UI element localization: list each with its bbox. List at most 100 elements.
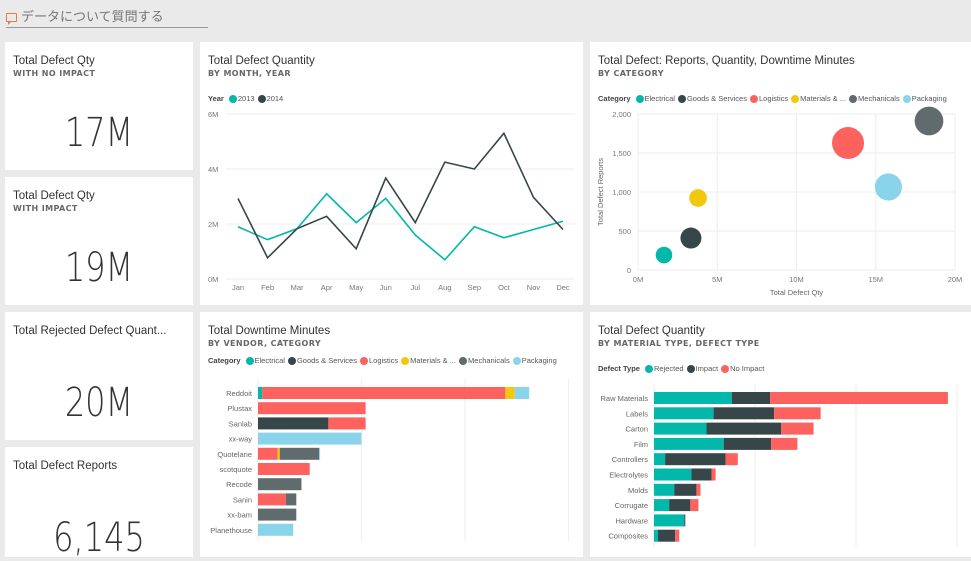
scatter-chart-tile[interactable]: Total Defect: Reports, Quantity, Downtim… [590, 42, 971, 305]
chart-legend: Category Electrical Goods & Services Logist… [598, 94, 950, 103]
data-point [532, 196, 535, 199]
legend-label: Materials & ... [410, 356, 457, 365]
legend-label: Packaging [911, 94, 947, 103]
legend-item[interactable]: Impact [686, 364, 718, 373]
legend-title: Category [208, 356, 241, 365]
line-chart: 0M 2M 4M 6M Jan Feb Mar Apr May Jun Jul Aug Sep Oct No… [208, 110, 575, 292]
legend-dot-icon [459, 356, 468, 365]
bar-segment-logistics [258, 402, 366, 415]
bar-segment-goods-services [258, 417, 329, 430]
category-label: Hardware [615, 516, 648, 525]
bar-segment-impact [691, 468, 712, 481]
x-tick-label: Aug [438, 283, 451, 292]
x-tick-label: Mar [291, 283, 304, 292]
y-tick-label: 1,500 [612, 149, 631, 158]
legend-item[interactable]: Mechanicals [459, 356, 510, 365]
legend-item[interactable]: Goods & Services [287, 356, 357, 365]
data-point [473, 168, 476, 171]
legend-item[interactable]: Rejected [644, 364, 684, 373]
category-label: Controllers [612, 455, 649, 464]
chart-legend: Year 2013 2014 [208, 94, 286, 103]
scatter-chart: 0 500 1,000 1,500 2,000 0M 5M 10M 15M 20M Total De… [596, 106, 962, 297]
x-tick-label: 10M [789, 275, 804, 284]
kpi-tile-reports[interactable]: Total Defect Reports 6,145 [5, 447, 193, 561]
bar-segment-impact [684, 514, 686, 527]
tile-subtitle: WITH IMPACT [13, 204, 78, 213]
legend-dot-icon [257, 94, 266, 103]
category-label: xx-way [229, 435, 253, 444]
bar-segment-rejected [654, 514, 685, 527]
legend-item[interactable]: Packaging [512, 356, 557, 365]
data-point [562, 220, 565, 223]
bubble-electrical [655, 246, 673, 264]
legend-dot-icon [512, 356, 521, 365]
tile-title: Total Defect: Reports, Quantity, Downtim… [598, 55, 855, 67]
x-tick-label: Apr [321, 283, 333, 292]
top-bar [0, 0, 971, 42]
bar-segment-materials- [277, 447, 280, 460]
legend-item[interactable]: 2014 [257, 94, 283, 103]
bubble-mechanicals [914, 106, 944, 136]
bar-segment-electrical [258, 387, 263, 399]
bubble-logistics [832, 127, 865, 160]
legend-item[interactable]: Packaging [902, 94, 947, 103]
qa-box[interactable] [6, 8, 208, 28]
kpi-value: 20M [64, 380, 134, 426]
data-point [502, 132, 505, 135]
legend-label: Electrical [254, 356, 285, 365]
bubble-goods-services [680, 227, 702, 249]
x-tick-label: Jan [232, 283, 244, 292]
x-tick-label: Jul [410, 283, 420, 292]
line-chart-tile[interactable]: Total Defect Quantity BY MONTH, YEAR Yea… [200, 42, 583, 305]
kpi-tile-impact[interactable]: Total Defect Qty WITH IMPACT 19M [5, 177, 193, 305]
x-tick-label: Sep [468, 283, 481, 292]
tile-title: Total Defect Quantity [208, 55, 315, 67]
downtime-chart-tile[interactable]: Total Downtime Minutes BY VENDOR, CATEGO… [200, 312, 583, 557]
legend-item[interactable]: Materials & ... [401, 356, 456, 365]
bar-segment-rejected [654, 422, 707, 435]
legend-item[interactable]: Materials & ... [791, 94, 846, 103]
bar-segment-logistics [258, 463, 310, 475]
kpi-tile-rejected[interactable]: Total Rejected Defect Quant... 20M [5, 312, 193, 440]
bubble-materials- [689, 189, 707, 207]
legend-dot-icon [902, 94, 911, 103]
material-chart-tile[interactable]: Total Defect Quantity BY MATERIAL TYPE, … [590, 312, 971, 557]
chart-legend: Defect Type Rejected Impact No Impact [598, 364, 767, 373]
legend-title: Defect Type [598, 364, 640, 373]
x-tick-label: Jun [380, 283, 392, 292]
tile-subtitle: BY MATERIAL TYPE, DEFECT TYPE [598, 339, 760, 348]
legend-item[interactable]: Mechanicals [849, 94, 900, 103]
legend-item[interactable]: 2013 [228, 94, 255, 103]
kpi-tile-no-impact[interactable]: Total Defect Qty WITH NO IMPACT 17M [5, 42, 193, 170]
x-tick-label: Oct [498, 283, 511, 292]
y-tick-label: 6M [208, 110, 218, 119]
legend-dot-icon [287, 356, 296, 365]
legend-item[interactable]: Electrical [245, 356, 285, 365]
legend-dot-icon [635, 94, 644, 103]
y-tick-label: 0 [627, 266, 631, 275]
legend-item[interactable]: Goods & Services [677, 94, 747, 103]
bar-segment-packaging [258, 523, 294, 536]
data-point [502, 236, 505, 239]
legend-item[interactable]: Logistics [749, 94, 789, 103]
x-tick-label: 0M [633, 275, 643, 284]
bar-segment-no-impact [771, 437, 798, 450]
y-tick-label: 2M [208, 220, 218, 229]
legend-item[interactable]: Electrical [635, 94, 675, 103]
legend-item[interactable]: Logistics [359, 356, 398, 365]
legend-label: Logistics [758, 94, 789, 103]
legend-dot-icon [401, 356, 410, 365]
category-label: Raw Materials [600, 394, 648, 403]
bar-segment-impact [665, 453, 726, 466]
legend-dot-icon [721, 364, 730, 373]
data-point [532, 228, 535, 231]
bar-segment-impact [731, 392, 771, 404]
legend-item[interactable]: No Impact [721, 364, 764, 373]
data-point [355, 221, 358, 224]
category-label: Quotelane [217, 450, 252, 459]
legend-label: Goods & Services [296, 356, 357, 365]
tile-subtitle: WITH NO IMPACT [13, 69, 96, 78]
data-point [355, 247, 358, 250]
qa-input[interactable] [21, 10, 201, 25]
bar-segment-no-impact [675, 529, 680, 542]
